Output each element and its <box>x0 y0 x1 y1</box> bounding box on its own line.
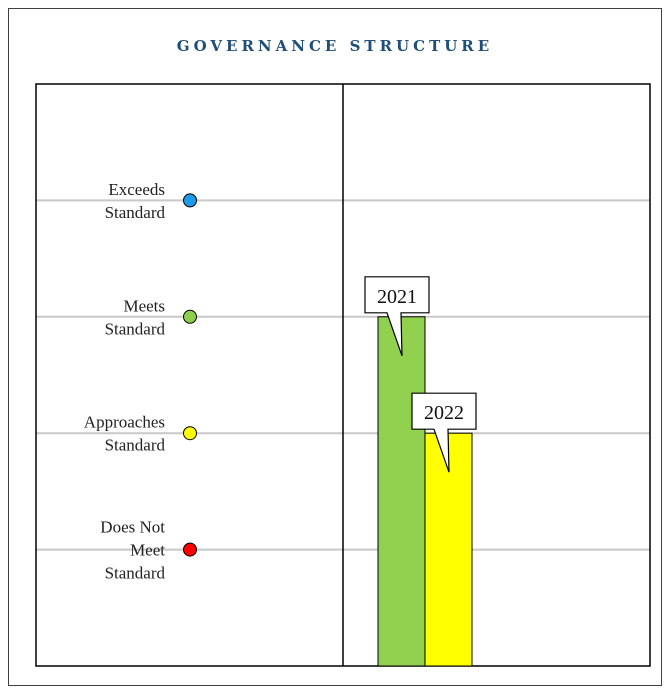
level-label-line: Does Not <box>100 518 165 537</box>
level-label-line: Meets <box>123 296 165 315</box>
level-label-line: Standard <box>105 203 166 222</box>
chart-title: GOVERNANCE STRUCTURE <box>176 37 494 55</box>
bar-2021 <box>377 316 426 667</box>
level-marker-1 <box>183 309 197 324</box>
level-label-line: Approaches <box>84 413 165 432</box>
level-label-line: Exceeds <box>108 180 165 199</box>
level-label-2: Approaches Standard <box>84 413 166 455</box>
callout-2021 <box>364 276 430 356</box>
level-marker-2 <box>183 426 197 441</box>
level-label-line: Standard <box>105 436 166 455</box>
level-label-1: Meets Standard <box>105 296 166 338</box>
level-label-line: Standard <box>105 564 166 583</box>
chart-frame: GOVERNANCE STRUCTURE <box>8 8 662 686</box>
level-label-3: Does Not Meet Standard <box>100 518 165 583</box>
level-label-line: Meet <box>130 541 165 560</box>
level-label-line: Standard <box>105 319 166 338</box>
level-marker-3 <box>183 542 197 557</box>
level-label-0: Exceeds Standard <box>105 180 166 222</box>
callout-2022 <box>411 392 477 473</box>
callout-label-2022: 2022 <box>424 402 464 424</box>
level-marker-0 <box>183 193 197 208</box>
callout-label-2021: 2021 <box>377 286 417 308</box>
